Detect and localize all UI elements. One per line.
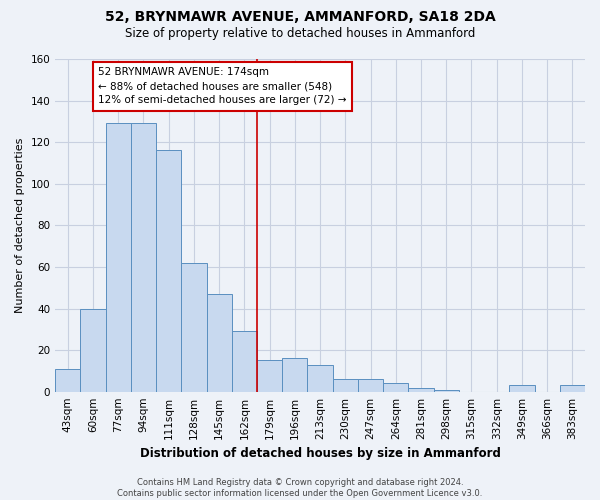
Bar: [282, 358, 307, 392]
X-axis label: Distribution of detached houses by size in Ammanford: Distribution of detached houses by size …: [140, 447, 500, 460]
Bar: [156, 150, 181, 392]
Text: 52, BRYNMAWR AVENUE, AMMANFORD, SA18 2DA: 52, BRYNMAWR AVENUE, AMMANFORD, SA18 2DA: [104, 10, 496, 24]
Bar: [131, 124, 156, 392]
Text: 52 BRYNMAWR AVENUE: 174sqm
← 88% of detached houses are smaller (548)
12% of sem: 52 BRYNMAWR AVENUE: 174sqm ← 88% of deta…: [98, 68, 347, 106]
Bar: [55, 369, 80, 392]
Bar: [509, 386, 535, 392]
Bar: [80, 308, 106, 392]
Bar: [106, 124, 131, 392]
Bar: [307, 364, 332, 392]
Y-axis label: Number of detached properties: Number of detached properties: [15, 138, 25, 313]
Bar: [560, 386, 585, 392]
Bar: [358, 379, 383, 392]
Text: Size of property relative to detached houses in Ammanford: Size of property relative to detached ho…: [125, 28, 475, 40]
Bar: [409, 388, 434, 392]
Bar: [232, 332, 257, 392]
Text: Contains HM Land Registry data © Crown copyright and database right 2024.
Contai: Contains HM Land Registry data © Crown c…: [118, 478, 482, 498]
Bar: [257, 360, 282, 392]
Bar: [434, 390, 459, 392]
Bar: [181, 263, 206, 392]
Bar: [383, 384, 409, 392]
Bar: [206, 294, 232, 392]
Bar: [332, 379, 358, 392]
